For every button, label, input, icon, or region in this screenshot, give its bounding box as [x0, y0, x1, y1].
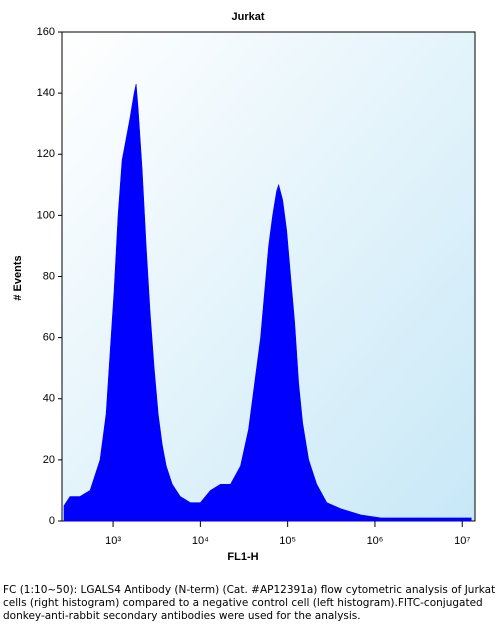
caption: FC (1:10~50): LGALS4 Antibody (N-term) (…	[3, 584, 496, 622]
y-tick-label: 160	[37, 26, 55, 38]
y-tick-label: 140	[37, 87, 55, 99]
y-tick-label: 60	[43, 332, 55, 344]
y-tick-label: 40	[43, 393, 55, 405]
y-tick-label: 80	[43, 270, 55, 282]
histogram-area	[63, 83, 472, 522]
chart: Jurkat FL1-H # Events 0 20 40 60 80 100 120 140…	[12, 11, 476, 563]
y-tick-label: 120	[37, 148, 55, 160]
y-tick-label: 0	[49, 515, 55, 527]
x-axis-label: FL1-H	[227, 551, 258, 563]
x-tick-label: 10³	[105, 535, 121, 547]
y-axis-label: # Events	[12, 255, 24, 300]
y-tick-label: 100	[37, 209, 55, 221]
x-tick-label: 10⁵	[279, 535, 296, 547]
y-tick-label: 20	[43, 454, 55, 466]
x-tick-label: 10⁶	[367, 535, 384, 547]
chart-title: Jurkat	[231, 11, 264, 23]
x-tick-label: 10⁴	[192, 535, 209, 547]
x-tick-label: 10⁷	[454, 535, 470, 547]
